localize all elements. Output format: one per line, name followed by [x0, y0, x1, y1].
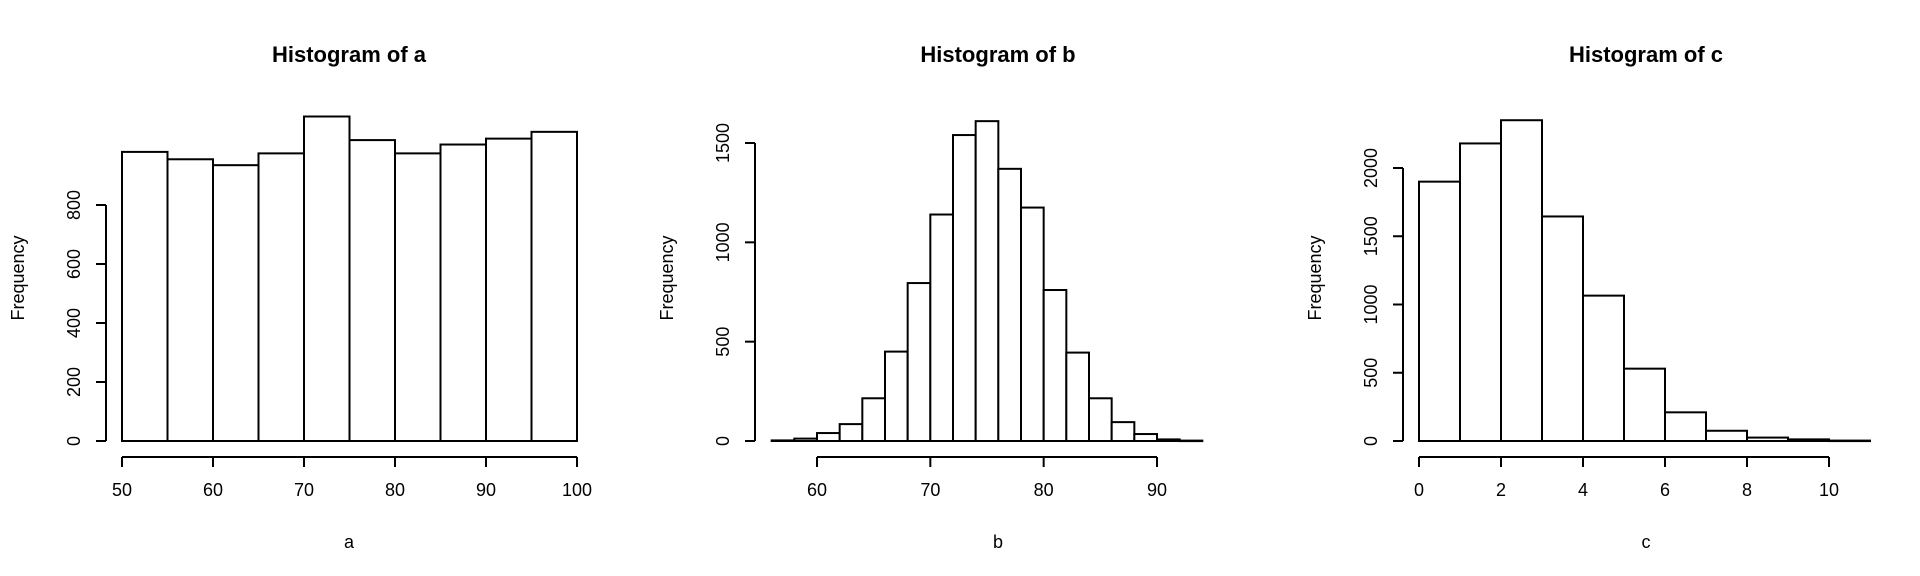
histogram-bar: [121, 150, 169, 442]
histogram-bar: [394, 152, 442, 442]
histogram-bar: [348, 139, 396, 442]
histogram-b-panel: Histogram of b 60 70 80 90 0 500 1000 1500 b Fr…: [657, 42, 1204, 552]
x-axis-label: c: [1642, 532, 1651, 552]
y-tick-label: 400: [64, 308, 84, 338]
histogram-bar: [1582, 294, 1625, 442]
x-tick-label: 90: [476, 480, 496, 500]
y-tick-label: 600: [64, 249, 84, 279]
histogram-bar: [1418, 180, 1461, 442]
histogram-bar: [1065, 351, 1091, 442]
histogram-bar: [212, 164, 260, 443]
histogram-bar: [838, 423, 864, 443]
histogram-bar: [1541, 215, 1584, 442]
x-tick-label: 80: [1034, 480, 1054, 500]
histogram-bar: [906, 282, 932, 442]
x-tick-label: 60: [807, 480, 827, 500]
plot-area: 50 60 70 80 90 100 0 200 400 600 800: [64, 115, 592, 500]
y-tick-label: 0: [1361, 436, 1381, 446]
histogram-bar: [952, 134, 977, 442]
y-axis-label: Frequency: [8, 235, 28, 320]
x-axis-label: b: [993, 532, 1003, 552]
x-tick-label: 90: [1147, 480, 1167, 500]
histogram-bar: [303, 115, 351, 442]
x-tick-label: 100: [562, 480, 592, 500]
histogram-bar: [1664, 411, 1707, 442]
y-tick-label: 500: [1361, 358, 1381, 388]
histogram-bar: [1459, 142, 1502, 442]
chart-title: Histogram of a: [272, 42, 427, 67]
x-axis-label: a: [344, 532, 355, 552]
histogram-bar: [1042, 289, 1068, 442]
y-tick-label: 800: [64, 190, 84, 220]
plot-area: 60 70 80 90 0 500 1000 1500: [713, 120, 1204, 500]
chart-title: Histogram of c: [1569, 42, 1723, 67]
x-tick-label: 0: [1414, 480, 1424, 500]
y-tick-label: 1500: [713, 123, 733, 163]
histogram-c-panel: Histogram of c 0 2 4 6 8 10 0 500 1000 1500 2000 c…: [1305, 42, 1871, 552]
histogram-a-panel: Histogram of a 50 60 70 80 90 100 0 200 400 600 80…: [8, 42, 592, 552]
histogram-bar: [1623, 367, 1666, 442]
y-tick-label: 1000: [713, 222, 733, 262]
chart-title: Histogram of b: [920, 42, 1075, 67]
x-tick-label: 2: [1496, 480, 1506, 500]
y-axis-label: Frequency: [1305, 235, 1325, 320]
x-tick-label: 4: [1578, 480, 1588, 500]
histogram-bar: [1133, 433, 1159, 442]
histogram-bar: [861, 397, 886, 442]
histogram-bar: [530, 130, 578, 442]
histogram-bar: [1500, 119, 1543, 442]
histogram-bar: [166, 158, 214, 442]
histogram-bar: [1110, 421, 1136, 443]
histogram-bar: [884, 350, 909, 443]
x-tick-label: 70: [920, 480, 940, 500]
y-tick-label: 0: [64, 436, 84, 446]
y-tick-label: 0: [713, 436, 733, 446]
histogram-bar: [1705, 429, 1748, 443]
x-tick-label: 50: [112, 480, 132, 500]
histogram-bar: [997, 167, 1022, 442]
histogram-bar: [439, 143, 487, 442]
histogram-bar: [974, 120, 1000, 442]
histogram-bar: [257, 152, 305, 442]
y-axis-label: Frequency: [657, 235, 677, 320]
histogram-bar: [929, 213, 954, 442]
x-tick-label: 60: [203, 480, 223, 500]
x-tick-label: 6: [1660, 480, 1670, 500]
histogram-bar: [485, 137, 533, 442]
x-tick-label: 80: [385, 480, 405, 500]
y-tick-label: 200: [64, 367, 84, 397]
histogram-bar: [1020, 206, 1045, 442]
plot-area: 0 2 4 6 8 10 0 500 1000 1500 2000: [1361, 119, 1871, 500]
x-tick-label: 70: [294, 480, 314, 500]
y-tick-label: 1000: [1361, 284, 1381, 324]
histogram-bar: [1088, 397, 1113, 442]
histogram-bar: [816, 432, 841, 443]
y-tick-label: 2000: [1361, 148, 1381, 188]
x-tick-label: 8: [1742, 480, 1752, 500]
x-tick-label: 10: [1819, 480, 1839, 500]
y-tick-label: 500: [713, 327, 733, 357]
y-tick-label: 1500: [1361, 216, 1381, 256]
